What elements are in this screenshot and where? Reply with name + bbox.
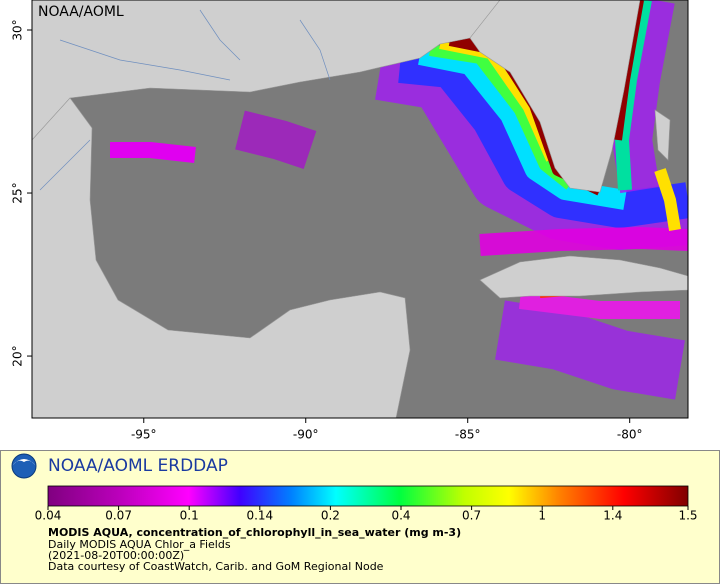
colorbar-tick-label: 0.4 xyxy=(391,509,410,523)
label-bg xyxy=(34,2,130,22)
colorbar-tick-label: 0.14 xyxy=(246,509,273,523)
dataset: Daily MODIS AQUA Chlor_a Fields xyxy=(48,538,231,551)
x-tick-label: -90° xyxy=(293,428,319,442)
colorbar-tick-label: 1.5 xyxy=(678,509,697,523)
colorbar-tick-label: 0.7 xyxy=(462,509,481,523)
colorbar-ticks: 0.04 0.07 0.1 0.14 0.2 0.4 0.7 1 1.4 1.5 xyxy=(35,506,698,523)
credit: Data courtesy of CoastWatch, Carib. and … xyxy=(48,560,384,573)
x-tick-label: -95° xyxy=(131,428,157,442)
noaa-logo xyxy=(11,453,37,479)
rivers xyxy=(39,9,331,191)
variable: MODIS AQUA, concentration_of_chlorophyll… xyxy=(48,526,461,539)
colorbar-tick-label: 0.07 xyxy=(105,509,132,523)
colorbar-tick-label: 0.2 xyxy=(321,509,340,523)
y-tick-label: 25° xyxy=(11,182,25,203)
colorbar-tick-label: 1 xyxy=(538,509,546,523)
time: (2021-08-20T00:00:00Z) xyxy=(48,549,184,562)
corner-label: NOAA/AOML xyxy=(38,4,124,20)
land xyxy=(32,0,688,418)
colorbar-tick-label: 0.04 xyxy=(35,509,62,523)
legend-title: NOAA/AOML ERDDAP xyxy=(48,456,228,476)
x-tick-label: -80° xyxy=(617,428,643,442)
colorbar xyxy=(47,485,689,507)
map: NOAA/AOML xyxy=(32,0,688,418)
map-frame xyxy=(31,0,689,419)
y-tick-label: 30° xyxy=(11,19,25,40)
colorbar-tick-label: 1.4 xyxy=(603,509,622,523)
axes: -95° -90° -85° -80° 30° 25° 20° xyxy=(11,19,643,441)
legend-panel xyxy=(0,450,720,584)
x-tick-label: -85° xyxy=(455,428,481,442)
y-tick-label: 20° xyxy=(11,345,25,366)
colorbar-tick-label: 0.1 xyxy=(180,509,199,523)
